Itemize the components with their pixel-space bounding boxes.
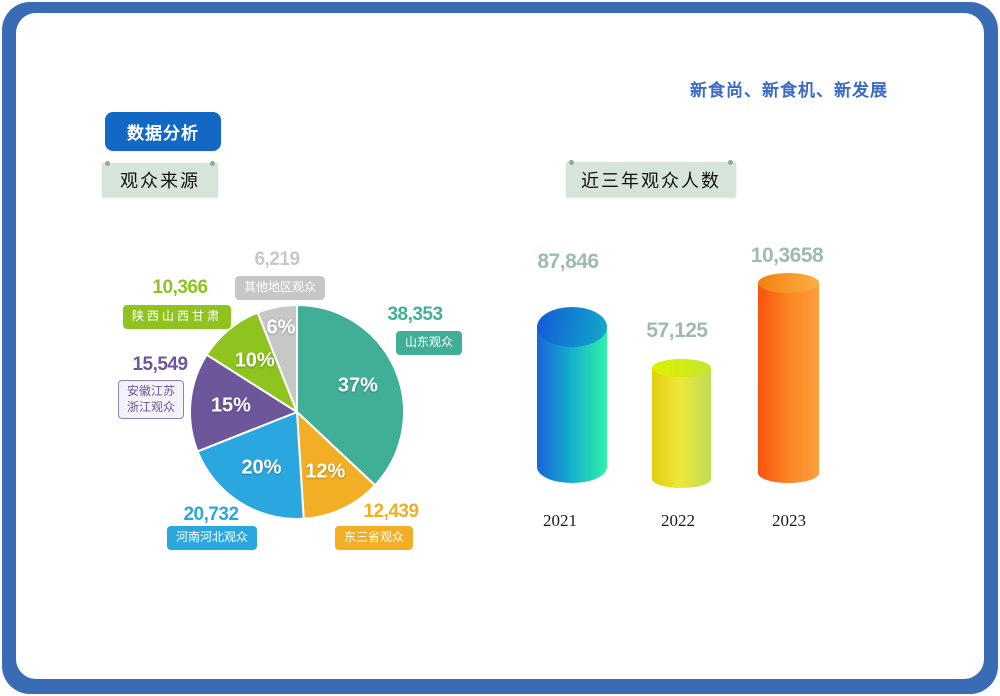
pie-percent-label-5: 10% xyxy=(234,349,275,372)
pie-percent-label-6: 6% xyxy=(266,316,296,339)
bar-category-2021: 2021 xyxy=(543,511,577,530)
bar-2021-cylinder-top xyxy=(537,307,607,347)
pie-value-dongsansheng: 12,439 xyxy=(363,501,419,522)
pie-chart xyxy=(189,304,405,520)
banner-pin-icon xyxy=(569,160,574,165)
pie-percent-label-1: 37% xyxy=(337,374,378,397)
pie-value-shandong: 38,353 xyxy=(387,304,443,325)
bar-title-label: 近三年观众人数 xyxy=(581,170,721,191)
pie-percent-label-2: 12% xyxy=(305,460,346,483)
pie-slice-6 xyxy=(256,304,298,413)
bar-value-2021: 87,846 xyxy=(537,250,599,273)
bar-chart-title: 近三年观众人数 xyxy=(566,160,736,197)
pie-tag-anhui-line1: 安徽江苏 xyxy=(126,384,176,398)
banner-pin-icon xyxy=(210,161,215,166)
pie-title-label: 观众来源 xyxy=(120,171,200,191)
pie-slice-3 xyxy=(196,411,305,520)
pie-tag-dongsansheng: 东三省观众 xyxy=(334,526,414,550)
pie-percent-label-4: 15% xyxy=(210,394,251,417)
pie-slice-4 xyxy=(189,353,298,453)
pie-chart-title: 观众来源 xyxy=(102,161,218,197)
pie-value-shaanxi: 10,366 xyxy=(152,277,208,298)
pie-chart-area: 37% 12% 20% 15% 10% 6% xyxy=(187,302,407,522)
bar-2022-cylinder-top xyxy=(652,359,711,377)
bar-value-2023: 10,3658 xyxy=(750,244,824,267)
pie-tag-anhui-line2: 浙江观众 xyxy=(126,399,176,414)
section-badge: 数据分析 xyxy=(105,112,221,151)
bar-2023-cylinder-top xyxy=(758,273,819,293)
pie-percent-label-3: 20% xyxy=(241,456,282,479)
banner-pin-icon xyxy=(105,161,110,166)
bar-category-2023: 2023 xyxy=(772,511,806,530)
bar-2022-cylinder xyxy=(652,368,711,488)
pie-slice-2 xyxy=(296,411,376,520)
bar-2021-cylinder xyxy=(537,327,607,483)
bar-value-2022: 57,125 xyxy=(646,319,708,342)
pie-tag-other: 其他地区观众 xyxy=(234,276,326,300)
bar-category-2022: 2022 xyxy=(661,511,695,530)
pie-slice-1 xyxy=(296,304,405,487)
pie-tag-henanhebei: 河南河北观众 xyxy=(166,526,258,550)
banner-pin-icon xyxy=(728,160,733,165)
pie-tag-shaanxi: 陕西山西甘肃 xyxy=(122,305,232,329)
pie-value-henanhebei: 20,732 xyxy=(183,504,239,525)
pie-tag-shandong: 山东观众 xyxy=(395,331,463,355)
pie-tag-anhui: 安徽江苏 浙江观众 xyxy=(117,380,185,420)
pie-value-other: 6,219 xyxy=(254,249,300,270)
pie-value-anhui: 15,549 xyxy=(132,354,188,375)
slogan-text: 新食尚、新食机、新发展 xyxy=(690,81,888,100)
bar-2023-cylinder xyxy=(758,283,819,483)
